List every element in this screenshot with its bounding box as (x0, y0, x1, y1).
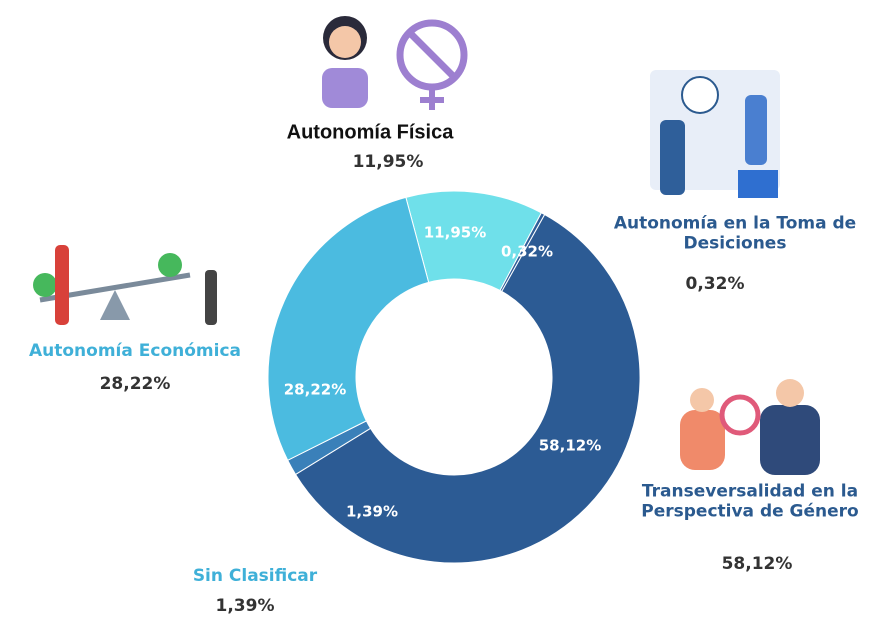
slice-label: 1,39% (346, 503, 398, 521)
category-label: Autonomía Económica (28, 341, 242, 362)
illustration-fisica (322, 16, 468, 110)
illustration-economica (33, 245, 217, 325)
category-label: Autonomía Física (286, 121, 454, 144)
slice-label: 0,32% (501, 243, 553, 261)
illustration-toma (650, 70, 780, 198)
category-label: Sin Clasificar (192, 566, 318, 587)
donut-slice (294, 213, 641, 564)
category-label: Autonomía en la Toma de Desiciones (613, 213, 857, 253)
category-label: Transeversalidad en la Perspectiva de Gé… (641, 481, 859, 521)
donut-slice (267, 196, 430, 461)
slice-label: 28,22% (284, 381, 346, 399)
percent-label: 0,32% (685, 274, 745, 295)
percent-label: 28,22% (99, 374, 171, 395)
slice-label: 58,12% (539, 437, 601, 455)
slice-label: 11,95% (424, 224, 486, 242)
percent-label: 58,12% (721, 554, 793, 575)
illustration-transversalidad (680, 379, 820, 475)
percent-label: 1,39% (215, 596, 275, 617)
percent-label: 11,95% (352, 152, 424, 173)
